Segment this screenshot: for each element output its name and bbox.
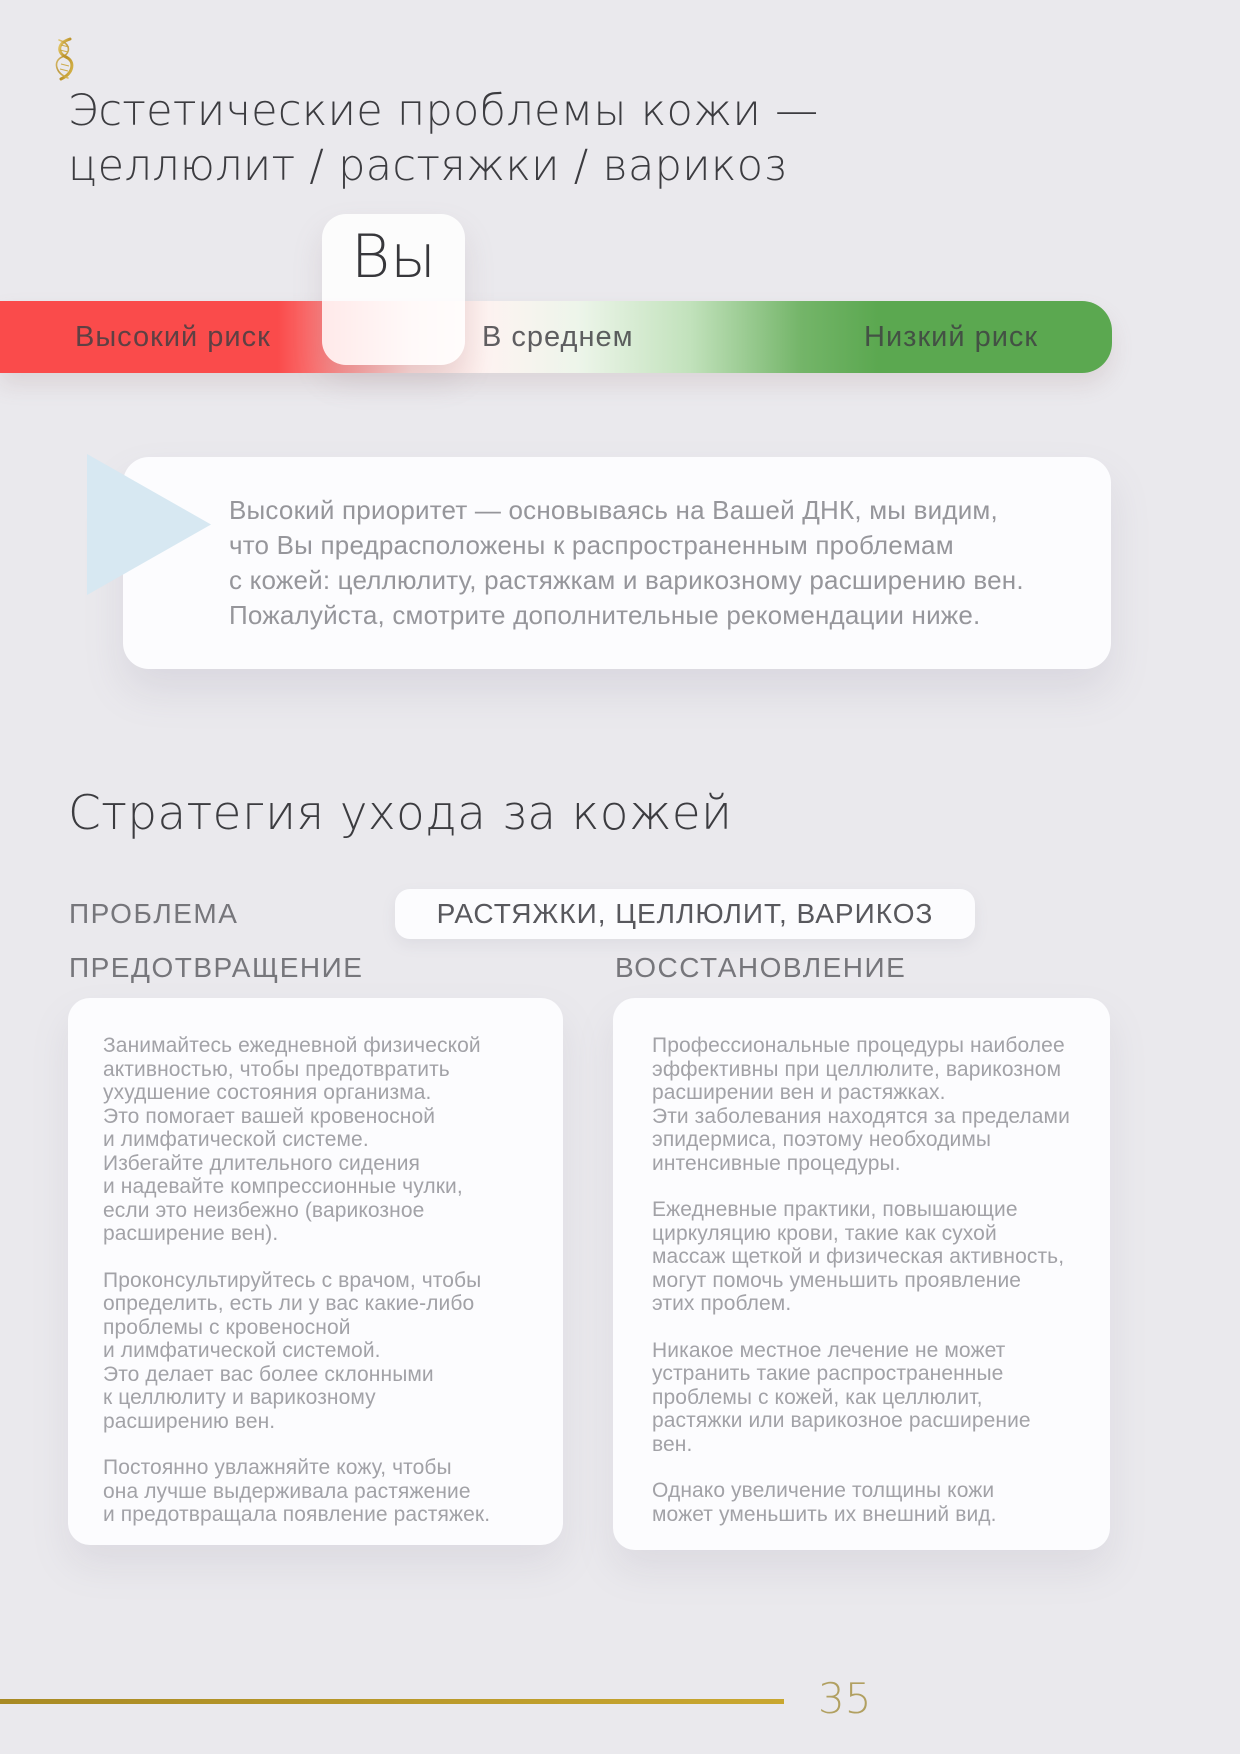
risk-label-low: Низкий риск [864, 320, 1039, 353]
problem-value-text: РАСТЯЖКИ, ЦЕЛЛЮЛИТ, ВАРИКОЗ [436, 898, 934, 929]
prevention-paragraph: Проконсультируйтесь с врачом, чтобы опре… [103, 1268, 482, 1433]
prevention-paragraph: Постоянно увлажняйте кожу, чтобы она луч… [103, 1456, 491, 1526]
restoration-card: Профессиональные процедуры наиболее эффе… [613, 998, 1110, 1550]
prevention-card: Занимайтесь ежедневной физической активн… [68, 998, 563, 1545]
prevention-paragraph: Занимайтесь ежедневной физической активн… [103, 1034, 481, 1245]
page-title-line1: Эстетические проблемы кожи — [68, 86, 819, 136]
restoration-paragraph: Однако увеличение толщины кожи может уме… [652, 1479, 997, 1526]
restoration-label: ВОССТАНОВЛЕНИЕ [615, 952, 907, 983]
risk-label-high: Высокий риск [75, 320, 271, 353]
priority-callout-card: Высокий приоритет — основываясь на Вашей… [123, 457, 1111, 669]
restoration-paragraph: Профессиональные процедуры наиболее эффе… [652, 1034, 1070, 1175]
risk-label-medium: В среднем [482, 320, 634, 353]
prevention-label: ПРЕДОТВРАЩЕНИЕ [69, 952, 364, 983]
risk-gradient-bar: Высокий риск В среднем Низкий риск [0, 301, 1112, 373]
strategy-heading: Стратегия ухода за кожей [68, 786, 733, 841]
problem-label: ПРОБЛЕМА [69, 898, 239, 929]
problem-value-pill: РАСТЯЖКИ, ЦЕЛЛЮЛИТ, ВАРИКОЗ [395, 889, 975, 939]
you-marker-label: Вы [350, 222, 437, 292]
footer-gold-rule [0, 1699, 784, 1704]
page-title: Эстетические проблемы кожи — целлюлит / … [68, 84, 818, 194]
you-position-marker: Вы [322, 214, 465, 365]
page-title-line2: целлюлит / растяжки / варикоз [68, 141, 787, 191]
restoration-paragraph: Никакое местное лечение не может устрани… [652, 1338, 1031, 1456]
restoration-paragraph: Ежедневные практики, повышающие циркуляц… [652, 1198, 1065, 1315]
page-number: 35 [818, 1674, 872, 1723]
dna-logo-icon [55, 37, 74, 81]
priority-callout-text: Высокий приоритет — основываясь на Вашей… [229, 495, 1024, 630]
